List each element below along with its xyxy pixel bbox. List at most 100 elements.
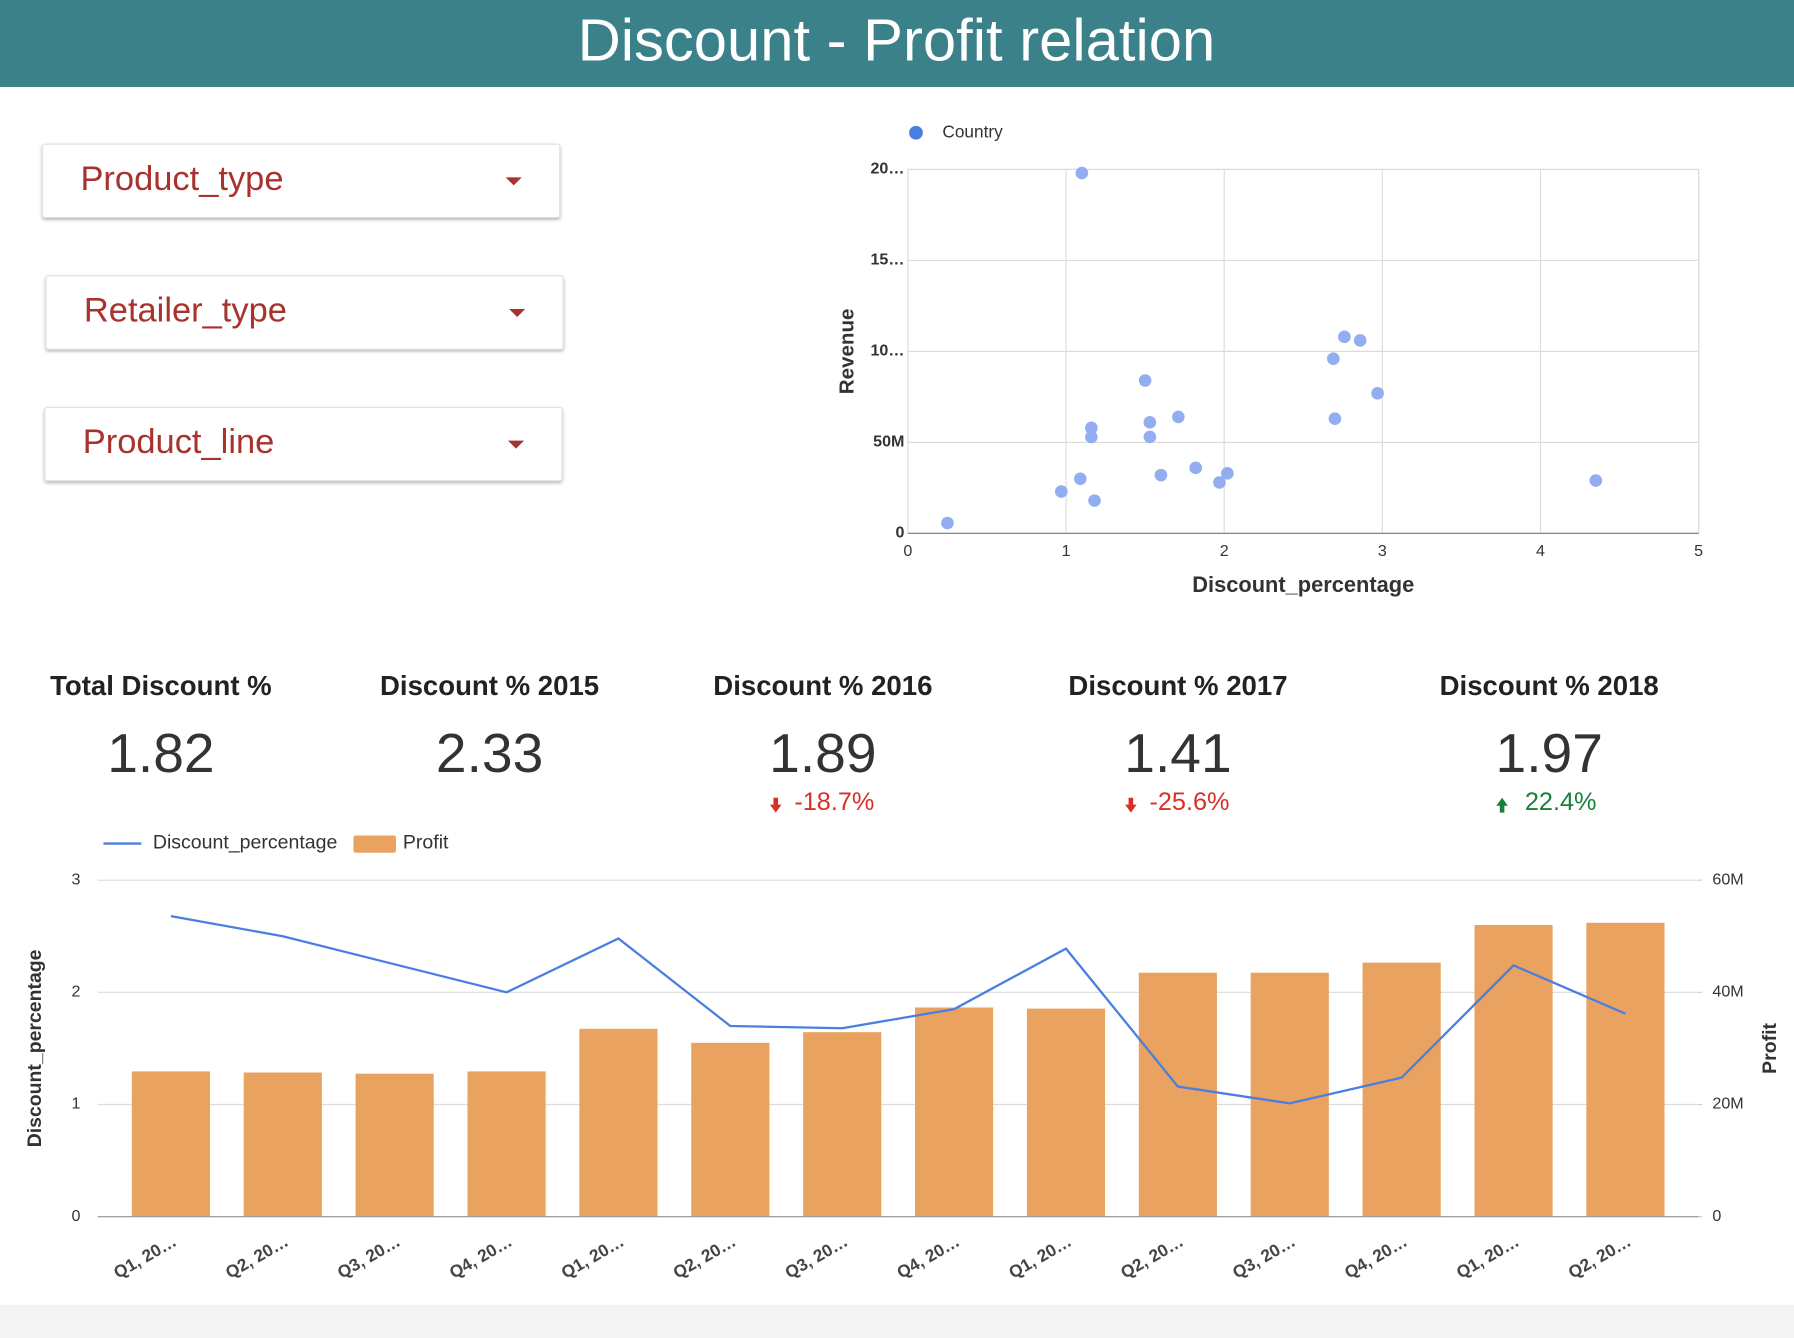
scorecard-delta: -18.7%: [794, 788, 874, 816]
scatter-point: [1371, 386, 1384, 400]
scatter-point: [1221, 467, 1234, 480]
x-tick-label: Q3, 20…: [781, 1231, 851, 1283]
dropdown-box[interactable]: [44, 406, 563, 482]
scatter-point: [1326, 352, 1340, 365]
bar: [691, 1042, 770, 1217]
y-tick-label: 0: [71, 1207, 80, 1225]
scorecard-delta: 22.4%: [1525, 788, 1597, 816]
x-tick-label: 4: [1536, 542, 1545, 560]
scatter-point: [1073, 472, 1087, 486]
x-tick-label: Q2, 20…: [669, 1231, 739, 1283]
scorecard-title: Total Discount %: [50, 670, 272, 701]
legend-dot: [909, 125, 923, 140]
dropdown-box[interactable]: [41, 143, 561, 219]
scatter-point: [1213, 476, 1226, 489]
x-tick-label: 0: [903, 542, 912, 560]
x-tick-label: Q1, 20…: [110, 1231, 180, 1283]
trend-arrow: [1496, 797, 1508, 813]
scorecard-value: 1.97: [1496, 722, 1603, 784]
line-series: [170, 914, 1626, 1105]
scatter-point: [1085, 421, 1098, 435]
bar: [915, 1007, 994, 1217]
dropdown-box[interactable]: [45, 275, 564, 350]
y-axis-title: Revenue: [836, 308, 859, 394]
filter-dropdown[interactable]: Product_line: [44, 406, 563, 482]
bar: [803, 1032, 882, 1217]
bar: [1138, 972, 1217, 1217]
bar: [355, 1073, 434, 1217]
scatter-point: [941, 516, 954, 530]
scatter-point: [1154, 468, 1168, 482]
legend-swatch: [353, 835, 396, 853]
y-tick-label: 3: [71, 870, 80, 888]
scatter-point: [1054, 485, 1068, 498]
scatter-point: [1085, 430, 1098, 444]
x-tick-label: Q4, 20…: [1341, 1231, 1411, 1283]
dropdown-arrow[interactable]: [509, 309, 526, 318]
filter-dropdown[interactable]: Product_type: [41, 143, 561, 219]
legend-label: Country: [942, 121, 1003, 141]
scorecard-value: 2.33: [436, 722, 543, 784]
filter-dropdown[interactable]: Retailer_type: [45, 275, 564, 350]
x-tick-label: Q3, 20…: [334, 1231, 404, 1283]
trend-arrow: [1125, 797, 1137, 813]
scatter-point: [1143, 430, 1157, 444]
bar: [579, 1028, 658, 1217]
scatter-point: [1189, 461, 1203, 475]
scorecard-title: Discount % 2018: [1440, 670, 1659, 701]
y-tick-label: 2: [71, 983, 80, 1001]
scatter-point: [1172, 410, 1185, 424]
scorecard-value: 1.82: [107, 722, 214, 784]
scatter-point: [1143, 416, 1157, 429]
scatter-point: [1353, 334, 1367, 347]
y2-tick-label: 20M: [1712, 1095, 1743, 1113]
y2-axis-title: Profit: [1759, 1023, 1781, 1074]
page-title: Discount - Profit relation: [578, 6, 1216, 73]
dropdown-arrow[interactable]: [505, 177, 522, 186]
bar: [1362, 962, 1441, 1217]
x-tick-label: 3: [1378, 542, 1387, 560]
x-tick-label: Q4, 20…: [446, 1231, 516, 1283]
scatter-point: [1328, 412, 1342, 426]
x-tick-label: Q1, 20…: [1005, 1231, 1075, 1283]
scorecard-title: Discount % 2017: [1068, 670, 1287, 701]
scorecard-title: Discount % 2015: [380, 670, 599, 701]
header-bar: [0, 0, 1794, 87]
x-tick-label: Q1, 20…: [1453, 1231, 1523, 1283]
y-tick-label: 0: [896, 524, 905, 542]
scatter-point: [1589, 474, 1603, 487]
scatter-point: [1338, 330, 1351, 344]
trend-arrow: [770, 797, 782, 813]
scorecard-delta: -25.6%: [1149, 788, 1229, 816]
x-tick-label: 1: [1062, 542, 1071, 560]
bar: [243, 1072, 322, 1217]
scatter-point: [1075, 166, 1089, 180]
bar: [1586, 922, 1665, 1217]
y-axis-title: Discount_percentage: [24, 949, 46, 1147]
x-tick-label: Q4, 20…: [893, 1231, 963, 1283]
bar: [1026, 1008, 1106, 1217]
x-tick-label: 5: [1694, 542, 1703, 560]
bar: [1250, 972, 1329, 1217]
x-tick-label: Q2, 20…: [222, 1231, 292, 1283]
dropdown-label[interactable]: Product_type: [80, 160, 283, 198]
footer-strip: [0, 1304, 1794, 1338]
y-tick-label: 10…: [870, 342, 904, 360]
x-axis-title: Discount_percentage: [1192, 572, 1414, 597]
dropdown-label[interactable]: Retailer_type: [84, 292, 287, 330]
x-tick-label: Q1, 20…: [558, 1231, 628, 1283]
bar: [1474, 925, 1553, 1217]
bar: [131, 1071, 210, 1217]
dropdown-arrow[interactable]: [507, 440, 525, 449]
y2-tick-label: 0: [1712, 1207, 1721, 1225]
scorecard-title: Discount % 2016: [713, 670, 932, 701]
y-tick-label: 1: [71, 1095, 80, 1113]
scatter-point: [1138, 374, 1152, 387]
y2-tick-label: 60M: [1712, 870, 1743, 888]
y-tick-label: 15…: [870, 251, 904, 269]
scatter-point: [1088, 494, 1101, 507]
x-tick-label: Q2, 20…: [1565, 1231, 1635, 1283]
x-tick-label: 2: [1220, 542, 1229, 560]
dropdown-label[interactable]: Product_line: [83, 423, 275, 461]
